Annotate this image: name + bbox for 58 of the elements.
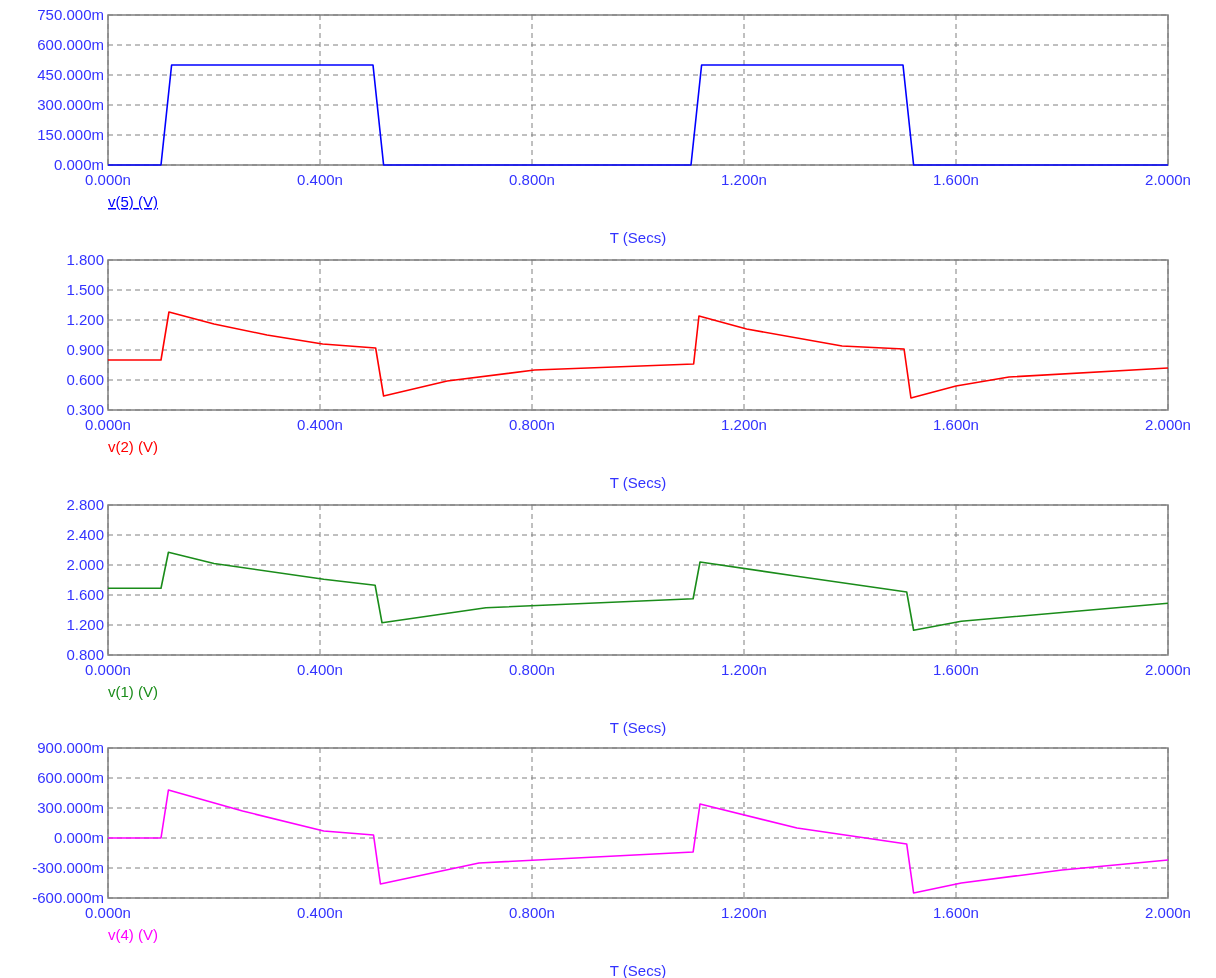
line-series — [107, 311, 1169, 399]
x-tick-label: 1.200n — [721, 171, 767, 188]
y-tick-label: 0.800 — [66, 646, 104, 664]
y-tick-label: 2.000 — [66, 556, 104, 574]
x-axis-title: T (Secs) — [609, 719, 667, 736]
y-tick-label: 300.000m — [37, 96, 104, 114]
y-tick-label: 0.300 — [66, 401, 104, 419]
text: v(2) (V) — [108, 438, 158, 455]
x-tick-label: 2.000n — [1145, 904, 1191, 921]
y-tick-label: 600.000m — [37, 769, 104, 787]
y-tick-label: 750.000m — [37, 6, 104, 24]
y-tick-label: 900.000m — [37, 739, 104, 757]
line-series — [107, 551, 1169, 632]
x-tick-label: 0.800n — [509, 661, 555, 678]
y-tick-label: 1.600 — [66, 586, 104, 604]
x-tick-label: 0.800n — [509, 904, 555, 921]
x-tick-label: 0.400n — [297, 171, 343, 188]
text: v(1) (V) — [108, 683, 158, 700]
y-tick-label: 1.200 — [66, 311, 104, 329]
y-tick-label: 0.000m — [53, 829, 104, 847]
x-tick-label: 1.600n — [933, 661, 979, 678]
line-series — [107, 789, 1169, 894]
y-tick-label: 2.400 — [66, 526, 104, 544]
x-tick-label: 1.200n — [721, 661, 767, 678]
y-tick-label: 450.000m — [37, 66, 104, 84]
series-label: v(5) (V) — [108, 193, 158, 210]
y-tick-label: 0.900 — [66, 341, 104, 359]
y-tick-label: 600.000m — [37, 36, 104, 54]
x-tick-label: 1.600n — [933, 904, 979, 921]
x-tick-label: 2.000n — [1145, 416, 1191, 433]
y-tick-label: 150.000m — [37, 126, 104, 144]
text: v(4) (V) — [108, 926, 158, 943]
x-tick-label: 0.000n — [85, 171, 131, 188]
x-tick-label: 0.000n — [85, 416, 131, 433]
x-tick-label: 0.800n — [509, 171, 555, 188]
x-axis-title: T (Secs) — [609, 229, 667, 246]
x-tick-label: 0.400n — [297, 904, 343, 921]
x-tick-label: 1.200n — [721, 416, 767, 433]
x-tick-label: 1.600n — [933, 416, 979, 433]
x-tick-label: 2.000n — [1145, 171, 1191, 188]
x-tick-label: 1.600n — [933, 171, 979, 188]
y-tick-label: 0.000m — [53, 156, 104, 174]
x-tick-label: 0.400n — [297, 416, 343, 433]
y-tick-label: 0.600 — [66, 371, 104, 389]
y-tick-label: 1.800 — [66, 251, 104, 269]
y-tick-label: 1.500 — [66, 281, 104, 299]
x-axis-title: T (Secs) — [609, 474, 667, 491]
x-tick-label: 1.200n — [721, 904, 767, 921]
x-tick-label: 0.000n — [85, 904, 131, 921]
y-tick-label: 2.800 — [66, 496, 104, 514]
y-tick-label: -300.000m — [32, 859, 104, 877]
x-tick-label: 0.000n — [85, 661, 131, 678]
y-tick-label: -600.000m — [32, 889, 104, 907]
x-tick-label: 0.800n — [509, 416, 555, 433]
y-tick-label: 1.200 — [66, 616, 104, 634]
x-tick-label: 0.400n — [297, 661, 343, 678]
x-tick-label: 2.000n — [1145, 661, 1191, 678]
y-tick-label: 300.000m — [37, 799, 104, 817]
